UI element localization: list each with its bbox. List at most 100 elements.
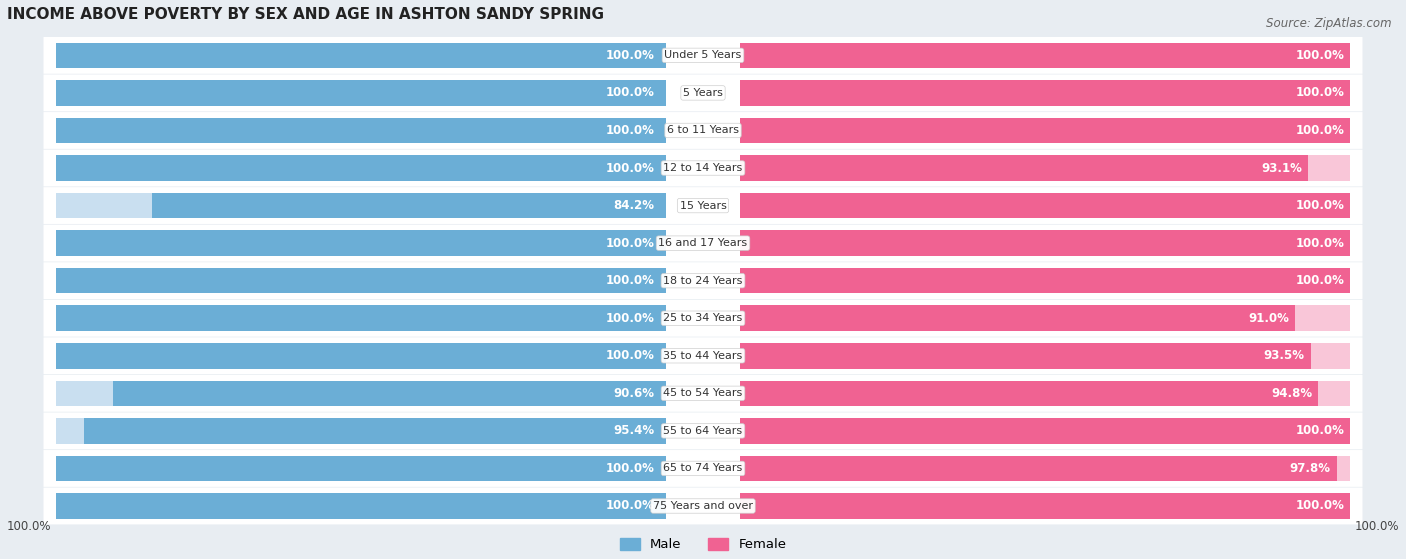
Text: 100.0%: 100.0% — [605, 124, 654, 137]
Bar — [56, 418, 666, 444]
FancyBboxPatch shape — [44, 338, 1362, 374]
Text: 75 Years and over: 75 Years and over — [652, 501, 754, 511]
Bar — [56, 230, 666, 256]
Bar — [740, 343, 1350, 368]
Text: 35 to 44 Years: 35 to 44 Years — [664, 351, 742, 361]
Text: 97.8%: 97.8% — [1289, 462, 1330, 475]
FancyBboxPatch shape — [44, 150, 1362, 186]
FancyBboxPatch shape — [44, 74, 1362, 111]
Bar — [740, 381, 1350, 406]
Bar — [56, 155, 666, 181]
Bar — [740, 80, 1350, 106]
Legend: Male, Female: Male, Female — [614, 533, 792, 557]
Bar — [56, 80, 666, 106]
Bar — [740, 268, 1350, 293]
Bar — [56, 193, 666, 219]
Bar — [56, 493, 666, 519]
Bar — [740, 42, 1350, 68]
Bar — [56, 230, 666, 256]
Text: INCOME ABOVE POVERTY BY SEX AND AGE IN ASHTON SANDY SPRING: INCOME ABOVE POVERTY BY SEX AND AGE IN A… — [7, 7, 605, 22]
Text: 100.0%: 100.0% — [605, 500, 654, 513]
FancyBboxPatch shape — [44, 37, 1362, 74]
Text: 5 Years: 5 Years — [683, 88, 723, 98]
Text: 100.0%: 100.0% — [1354, 520, 1399, 533]
Bar — [56, 456, 666, 481]
Text: 100.0%: 100.0% — [1295, 124, 1344, 137]
FancyBboxPatch shape — [44, 450, 1362, 487]
Bar — [740, 305, 1295, 331]
Bar — [740, 268, 1350, 293]
Bar — [740, 343, 1310, 368]
Text: 65 to 74 Years: 65 to 74 Years — [664, 463, 742, 473]
Bar — [740, 418, 1350, 444]
Text: 12 to 14 Years: 12 to 14 Years — [664, 163, 742, 173]
Text: 90.6%: 90.6% — [613, 387, 654, 400]
Bar — [56, 155, 666, 181]
Text: 100.0%: 100.0% — [605, 236, 654, 250]
FancyBboxPatch shape — [44, 262, 1362, 299]
FancyBboxPatch shape — [44, 225, 1362, 262]
Bar — [740, 230, 1350, 256]
Text: 100.0%: 100.0% — [1295, 87, 1344, 100]
Bar — [740, 80, 1350, 106]
Bar — [56, 493, 666, 519]
Bar — [56, 42, 666, 68]
Bar — [56, 343, 666, 368]
Text: 93.5%: 93.5% — [1264, 349, 1305, 362]
Text: 95.4%: 95.4% — [613, 424, 654, 437]
Bar — [740, 456, 1350, 481]
Text: 100.0%: 100.0% — [605, 349, 654, 362]
FancyBboxPatch shape — [44, 413, 1362, 449]
Bar — [740, 155, 1308, 181]
Bar — [152, 193, 666, 219]
Bar — [740, 118, 1350, 143]
Bar — [56, 456, 666, 481]
Text: 84.2%: 84.2% — [613, 199, 654, 212]
Text: Under 5 Years: Under 5 Years — [665, 50, 741, 60]
Text: Source: ZipAtlas.com: Source: ZipAtlas.com — [1267, 17, 1392, 30]
Bar — [740, 456, 1337, 481]
Bar — [56, 118, 666, 143]
Bar — [740, 230, 1350, 256]
FancyBboxPatch shape — [44, 375, 1362, 412]
Text: 25 to 34 Years: 25 to 34 Years — [664, 313, 742, 323]
Text: 100.0%: 100.0% — [605, 162, 654, 174]
FancyBboxPatch shape — [44, 112, 1362, 149]
Text: 100.0%: 100.0% — [605, 462, 654, 475]
Bar — [740, 42, 1350, 68]
Text: 100.0%: 100.0% — [605, 87, 654, 100]
Text: 100.0%: 100.0% — [605, 49, 654, 62]
Text: 45 to 54 Years: 45 to 54 Years — [664, 389, 742, 399]
Bar — [114, 381, 666, 406]
Text: 15 Years: 15 Years — [679, 201, 727, 211]
Bar — [740, 118, 1350, 143]
Text: 100.0%: 100.0% — [1295, 199, 1344, 212]
Text: 100.0%: 100.0% — [1295, 236, 1344, 250]
Bar — [740, 305, 1350, 331]
Bar — [740, 493, 1350, 519]
Text: 18 to 24 Years: 18 to 24 Years — [664, 276, 742, 286]
Text: 100.0%: 100.0% — [1295, 500, 1344, 513]
Text: 94.8%: 94.8% — [1271, 387, 1312, 400]
Bar — [740, 193, 1350, 219]
Bar — [56, 268, 666, 293]
Bar — [56, 343, 666, 368]
Text: 93.1%: 93.1% — [1261, 162, 1302, 174]
Text: 100.0%: 100.0% — [605, 312, 654, 325]
Text: 91.0%: 91.0% — [1249, 312, 1289, 325]
Bar — [56, 80, 666, 106]
Text: 55 to 64 Years: 55 to 64 Years — [664, 426, 742, 436]
Bar — [740, 418, 1350, 444]
Bar — [56, 381, 666, 406]
Bar — [740, 381, 1319, 406]
FancyBboxPatch shape — [44, 187, 1362, 224]
Bar — [740, 193, 1350, 219]
Text: 6 to 11 Years: 6 to 11 Years — [666, 125, 740, 135]
Text: 100.0%: 100.0% — [1295, 49, 1344, 62]
Bar — [56, 305, 666, 331]
Bar — [56, 42, 666, 68]
Bar — [56, 118, 666, 143]
Text: 100.0%: 100.0% — [1295, 274, 1344, 287]
Text: 100.0%: 100.0% — [1295, 424, 1344, 437]
Bar — [740, 493, 1350, 519]
